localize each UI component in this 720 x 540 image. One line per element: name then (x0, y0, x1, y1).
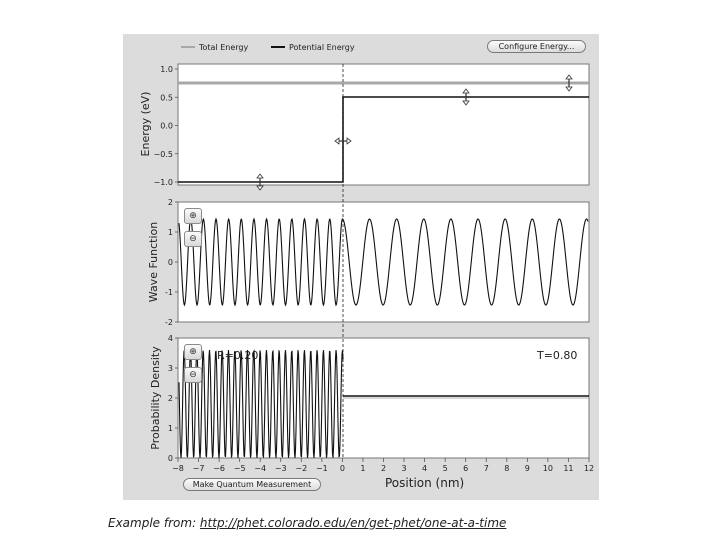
y-tick-label: 0.5 (160, 93, 173, 102)
y-tick-label: 1 (168, 424, 173, 433)
x-tick-label: 8 (504, 464, 509, 473)
configure-energy-button[interactable]: Configure Energy... (487, 40, 586, 53)
x-tick-label: −4 (254, 464, 266, 473)
x-axis: −8 −7 −6 −5 −4 −3 −2 −1 0 1 2 3 4 5 6 7 8 9 10 11 12 (172, 458, 594, 473)
y-tick-label: −0.5 (154, 150, 173, 159)
x-tick-label: −8 (172, 464, 184, 473)
y-tick-label: 1 (168, 228, 173, 237)
simulation-panel: Total Energy Potential Energy 1.0 0.5 0.0 −… (123, 34, 599, 500)
wave-function-curve (178, 217, 589, 307)
x-tick-label: 3 (402, 464, 407, 473)
y-tick-label: -1 (165, 288, 173, 297)
x-tick-label: 10 (543, 464, 553, 473)
y-tick-label: 2 (168, 394, 173, 403)
x-tick-label: 6 (463, 464, 468, 473)
total-energy-drag-handle[interactable] (565, 74, 573, 92)
x-tick-label: −3 (275, 464, 287, 473)
x-tick-label: 2 (381, 464, 386, 473)
make-measurement-button[interactable]: Make Quantum Measurement (183, 478, 321, 491)
potential-drag-handle-left[interactable] (256, 173, 264, 191)
x-tick-label: 1 (360, 464, 365, 473)
caption: Example from: http://phet.colorado.edu/e… (108, 516, 506, 530)
density-zoom-out-icon[interactable]: ⊖ (184, 367, 202, 383)
density-zoom-in-icon[interactable]: ⊕ (184, 344, 202, 360)
potential-drag-handle-right[interactable] (462, 88, 470, 106)
caption-link[interactable]: http://phet.colorado.edu/en/get-phet/one… (199, 516, 507, 530)
legend: Total Energy Potential Energy (181, 43, 355, 52)
wave-plot: 2 1 0 -1 -2 Wave Function (147, 198, 590, 327)
transmission-coefficient: T=0.80 (536, 349, 577, 362)
x-tick-label: −1 (316, 464, 328, 473)
wave-zoom-in-icon[interactable]: ⊕ (184, 208, 202, 224)
x-tick-label: 4 (422, 464, 427, 473)
caption-prefix: Example from: (108, 516, 200, 530)
density-plot: 4 3 2 1 0 R=0.20 T=0.80 Probability Density (149, 334, 590, 463)
y-tick-label: 0 (168, 258, 173, 267)
x-tick-label: −6 (213, 464, 225, 473)
wave-zoom-out-icon[interactable]: ⊖ (184, 231, 202, 247)
y-tick-label: 2 (168, 198, 173, 207)
x-axis-label: Position (nm) (385, 476, 464, 490)
y-tick-label: -2 (165, 318, 173, 327)
y-tick-label: 0 (168, 454, 173, 463)
x-tick-label: 0 (340, 464, 345, 473)
density-ylabel: Probability Density (149, 346, 162, 450)
legend-potential-energy-label: Potential Energy (289, 43, 355, 52)
probability-density-curve (178, 349, 344, 459)
energy-plot: 1.0 0.5 0.0 −0.5 −1.0 Energy (eV) (139, 63, 590, 191)
y-tick-label: −1.0 (154, 178, 173, 187)
y-tick-label: 0.0 (160, 122, 173, 131)
y-tick-label: 3 (168, 364, 173, 373)
x-tick-label: 9 (525, 464, 530, 473)
x-tick-label: −5 (234, 464, 246, 473)
x-tick-label: 5 (443, 464, 448, 473)
legend-total-energy-label: Total Energy (198, 43, 249, 52)
x-tick-label: 7 (484, 464, 489, 473)
x-tick-label: 12 (584, 464, 594, 473)
reflection-coefficient: R=0.20 (217, 349, 258, 362)
x-tick-label: −2 (295, 464, 307, 473)
y-tick-label: 4 (168, 334, 173, 343)
energy-ylabel: Energy (eV) (139, 92, 152, 157)
x-tick-label: −7 (193, 464, 205, 473)
y-tick-label: 1.0 (160, 65, 173, 74)
x-tick-label: 11 (563, 464, 573, 473)
plots-canvas: Total Energy Potential Energy 1.0 0.5 0.0 −… (139, 43, 594, 490)
wave-ylabel: Wave Function (147, 222, 160, 303)
